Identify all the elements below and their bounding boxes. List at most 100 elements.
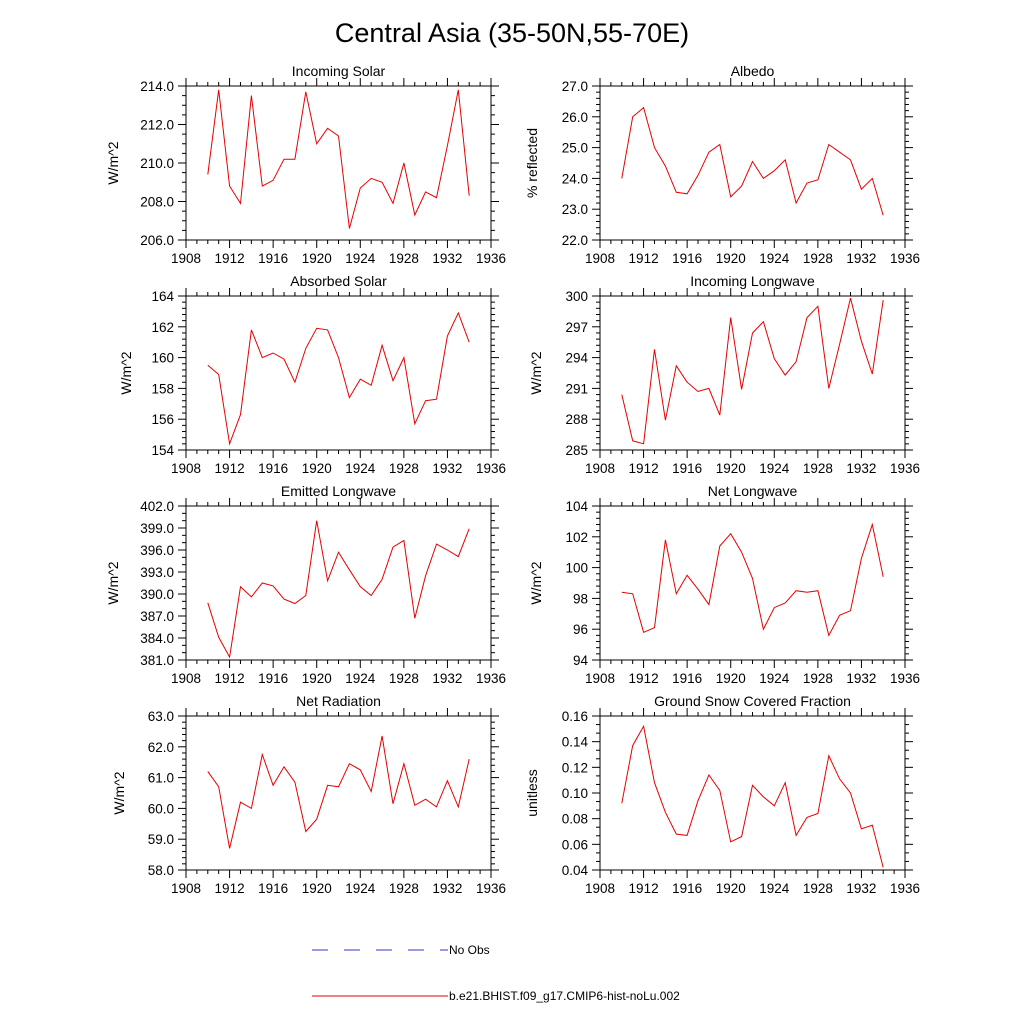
x-tick-label: 1912 xyxy=(215,671,245,686)
plot-frame xyxy=(185,85,492,241)
x-tick-label: 1908 xyxy=(585,881,615,896)
y-tick-label: 61.0 xyxy=(148,771,174,786)
y-tick-label: 60.0 xyxy=(148,801,174,816)
y-tick-label: 206.0 xyxy=(140,233,174,248)
y-tick-label: 294 xyxy=(565,351,588,366)
y-tick-label: 208.0 xyxy=(140,195,174,210)
x-tick-label: 1936 xyxy=(476,461,506,476)
x-tick-label: 1912 xyxy=(629,461,659,476)
legend-label-no-obs: No Obs xyxy=(449,943,490,957)
plot-frame xyxy=(185,295,492,451)
x-tick-label: 1936 xyxy=(476,251,506,266)
x-tick-label: 1916 xyxy=(258,671,288,686)
series-line xyxy=(207,735,470,849)
y-axis-label: W/m^2 xyxy=(528,351,544,394)
y-tick-label: 63.0 xyxy=(148,709,174,724)
x-tick-label: 1928 xyxy=(389,881,419,896)
y-tick-label: 387.0 xyxy=(140,609,174,624)
x-tick-label: 1916 xyxy=(258,881,288,896)
x-tick-label: 1924 xyxy=(759,461,790,476)
x-tick-label: 1928 xyxy=(803,251,833,266)
panel-title: Albedo xyxy=(731,63,775,79)
chart-panel: 1908 1912 1916 1920 1924 1928 1932 1936 206.0 208… xyxy=(105,63,506,266)
y-tick-label: 291 xyxy=(565,381,588,396)
x-tick-label: 1920 xyxy=(302,251,332,266)
y-tick-label: 162 xyxy=(151,320,174,335)
y-axis-label: W/m^2 xyxy=(111,771,127,814)
x-tick-label: 1924 xyxy=(759,251,790,266)
series-line xyxy=(621,522,884,637)
chart-panel: 1908 1912 1916 1920 1924 1928 1932 1936 285 288 29… xyxy=(528,273,920,476)
x-tick-label: 1928 xyxy=(803,461,833,476)
y-tick-label: 58.0 xyxy=(148,863,174,878)
plot-frame xyxy=(599,505,906,661)
x-tick-label: 1908 xyxy=(171,251,201,266)
x-tick-label: 1920 xyxy=(716,881,746,896)
x-tick-label: 1936 xyxy=(890,881,920,896)
x-tick-label: 1912 xyxy=(629,251,659,266)
chart-panel: 1908 1912 1916 1920 1924 1928 1932 1936 381.0 384… xyxy=(105,483,506,686)
y-tick-label: 23.0 xyxy=(562,202,588,217)
x-tick-label: 1908 xyxy=(171,881,201,896)
y-tick-label: 27.0 xyxy=(562,79,588,94)
x-tick-label: 1936 xyxy=(890,461,920,476)
y-tick-label: 158 xyxy=(151,381,174,396)
x-tick-label: 1932 xyxy=(432,881,462,896)
x-tick-label: 1924 xyxy=(345,251,376,266)
x-tick-label: 1908 xyxy=(585,461,615,476)
y-tick-label: 0.04 xyxy=(562,863,589,878)
panel-title: Absorbed Solar xyxy=(290,273,387,289)
x-tick-label: 1916 xyxy=(672,671,702,686)
y-tick-label: 160 xyxy=(151,351,174,366)
x-tick-label: 1912 xyxy=(215,461,245,476)
y-axis-label: W/m^2 xyxy=(105,141,121,184)
x-tick-label: 1908 xyxy=(171,461,201,476)
y-tick-label: 399.0 xyxy=(140,521,174,536)
x-tick-label: 1932 xyxy=(846,461,876,476)
chart-panel: 1908 1912 1916 1920 1924 1928 1932 1936 0.04 0.06… xyxy=(524,693,920,896)
series-line xyxy=(621,297,884,445)
y-tick-label: 96 xyxy=(573,622,588,637)
panel-title: Incoming Solar xyxy=(292,63,386,79)
panel-title: Incoming Longwave xyxy=(690,273,815,289)
panel-title: Emitted Longwave xyxy=(281,483,396,499)
y-tick-label: 104 xyxy=(565,499,588,514)
series-line xyxy=(207,520,470,659)
x-tick-label: 1920 xyxy=(716,251,746,266)
y-tick-label: 0.08 xyxy=(562,812,588,827)
x-tick-label: 1924 xyxy=(345,461,376,476)
y-tick-label: 164 xyxy=(151,289,174,304)
y-tick-label: 390.0 xyxy=(140,587,174,602)
plot-frame xyxy=(599,85,906,241)
x-tick-label: 1916 xyxy=(672,461,702,476)
legend: No Obs b.e21.BHIST.f09_g17.CMIP6-hist-no… xyxy=(312,943,680,1003)
y-tick-label: 0.14 xyxy=(562,735,589,750)
y-tick-label: 384.0 xyxy=(140,631,174,646)
y-tick-label: 0.10 xyxy=(562,786,588,801)
y-tick-label: 396.0 xyxy=(140,543,174,558)
y-tick-label: 98 xyxy=(573,591,588,606)
x-tick-label: 1928 xyxy=(803,881,833,896)
x-tick-label: 1920 xyxy=(302,881,332,896)
y-tick-label: 0.16 xyxy=(562,709,588,724)
y-axis-label: W/m^2 xyxy=(528,561,544,604)
x-tick-label: 1912 xyxy=(629,881,659,896)
y-axis-label: unitless xyxy=(524,769,540,816)
y-axis-label: % reflected xyxy=(524,128,540,198)
x-tick-label: 1912 xyxy=(629,671,659,686)
series-line xyxy=(207,311,470,446)
y-axis-label: W/m^2 xyxy=(118,351,134,394)
x-tick-label: 1932 xyxy=(432,251,462,266)
plot-frame xyxy=(185,505,492,661)
x-tick-label: 1920 xyxy=(302,461,332,476)
x-tick-label: 1928 xyxy=(803,671,833,686)
x-tick-label: 1924 xyxy=(759,881,790,896)
legend-label-model: b.e21.BHIST.f09_g17.CMIP6-hist-noLu.002 xyxy=(449,989,680,1003)
x-tick-label: 1908 xyxy=(585,251,615,266)
x-tick-label: 1928 xyxy=(389,671,419,686)
x-tick-label: 1932 xyxy=(846,671,876,686)
y-tick-label: 94 xyxy=(573,653,589,668)
x-tick-label: 1912 xyxy=(215,881,245,896)
y-tick-label: 100 xyxy=(565,561,588,576)
